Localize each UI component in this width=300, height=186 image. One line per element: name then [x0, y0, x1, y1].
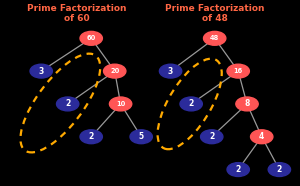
Text: Prime Factorization
of 60: Prime Factorization of 60	[27, 4, 126, 23]
Text: 10: 10	[116, 101, 125, 107]
Circle shape	[236, 97, 258, 111]
Text: 2: 2	[277, 165, 282, 174]
Circle shape	[110, 97, 132, 111]
Text: 60: 60	[87, 35, 96, 41]
Text: 16: 16	[234, 68, 243, 74]
Text: 20: 20	[110, 68, 119, 74]
Text: 48: 48	[210, 35, 219, 41]
Circle shape	[30, 64, 52, 78]
Text: 2: 2	[188, 100, 194, 108]
Text: 2: 2	[88, 132, 94, 141]
Circle shape	[80, 31, 102, 45]
Circle shape	[268, 163, 290, 177]
Circle shape	[227, 163, 249, 177]
Text: 3: 3	[39, 67, 44, 76]
Text: 2: 2	[236, 165, 241, 174]
Circle shape	[56, 97, 79, 111]
Circle shape	[180, 97, 202, 111]
Circle shape	[80, 130, 102, 144]
Circle shape	[159, 64, 182, 78]
Circle shape	[227, 64, 249, 78]
Text: 3: 3	[168, 67, 173, 76]
Circle shape	[130, 130, 152, 144]
Text: 8: 8	[244, 100, 250, 108]
Circle shape	[103, 64, 126, 78]
Circle shape	[203, 31, 226, 45]
Text: Prime Factorization
of 48: Prime Factorization of 48	[165, 4, 264, 23]
Text: 2: 2	[209, 132, 214, 141]
Text: 2: 2	[65, 100, 70, 108]
Circle shape	[250, 130, 273, 144]
Text: 5: 5	[139, 132, 144, 141]
Text: 4: 4	[259, 132, 264, 141]
Circle shape	[201, 130, 223, 144]
